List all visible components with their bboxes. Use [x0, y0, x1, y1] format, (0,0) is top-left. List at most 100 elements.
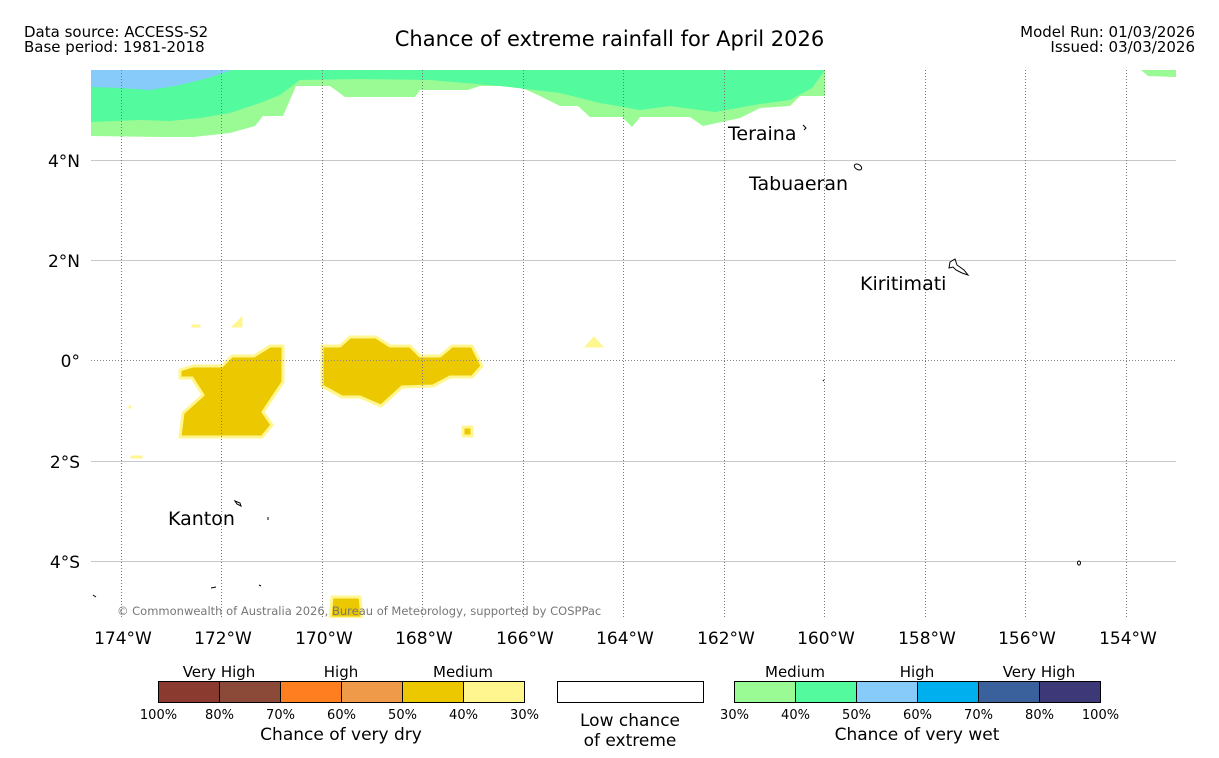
legend-wet-medium: Medium: [765, 663, 825, 681]
legend-low-chance-line1: Low chance: [580, 711, 680, 731]
lon-label-158w: 158°W: [898, 629, 956, 649]
base-period-text: Base period: 1981-2018: [24, 38, 205, 56]
place-label-kanton: Kanton: [168, 508, 235, 530]
longitude-labels: 174°W 172°W 170°W 168°W 166°W 164°W 162°…: [94, 629, 1157, 649]
legend-wet-swatch-0: [734, 681, 796, 703]
lon-label-166w: 166°W: [496, 629, 554, 649]
legend-dry-swatch-0: [158, 681, 220, 703]
dry-low-medium-specks: [128, 315, 605, 459]
wet-medium-40-50-region: [91, 70, 825, 122]
legend-wet: Medium High Very High 30% 40% 50% 60% 70% 80%…: [720, 663, 1119, 745]
lon-label-154w: 154°W: [1099, 629, 1157, 649]
tabuaeran-island-shape: [853, 163, 863, 171]
legend-low-chance-line2: of extreme: [584, 731, 677, 751]
legend-wet-tick-6: 100%: [1082, 708, 1119, 723]
legend-dry-group-labels: Very High High Medium: [183, 663, 493, 681]
dry-region-central: [320, 335, 484, 408]
kanton-island-shape: [233, 499, 242, 507]
dry-speck-3: [191, 324, 201, 328]
legend-dry-swatch-2: [280, 681, 342, 703]
legend-dry-high: High: [324, 663, 358, 681]
islet-2: [210, 586, 217, 589]
legend-wet-swatch-1: [795, 681, 857, 703]
dry-speck-4: [130, 455, 143, 459]
legend-wet-swatch-5: [1039, 681, 1101, 703]
dry-speck-2: [230, 315, 243, 328]
legend-wet-swatch-3: [917, 681, 979, 703]
lon-label-162w: 162°W: [697, 629, 755, 649]
legend-dry-ticks: 100% 80% 70% 60% 50% 40% 30%: [140, 708, 539, 723]
issued-text: Issued: 03/03/2026: [1050, 38, 1195, 56]
islet-6: [1077, 560, 1081, 566]
lat-label-2n: 2°N: [48, 252, 80, 272]
legend-dry-medium: Medium: [433, 663, 493, 681]
legend-dry: Very High High Medium 100% 80% 70% 60% 50% 40…: [140, 663, 539, 745]
header-right: Model Run: 01/03/2026 Issued: 03/03/2026: [1020, 25, 1195, 55]
legend-dry-tick-0: 100%: [140, 708, 177, 723]
legend-dry-very-high: Very High: [183, 663, 256, 681]
legend-wet-caption: Chance of very wet: [835, 725, 1000, 745]
lon-label-160w: 160°W: [797, 629, 855, 649]
legend-wet-swatches: [734, 681, 1101, 703]
legend-wet-very-high: Very High: [1003, 663, 1076, 681]
copyright-text: © Commonwealth of Australia 2026, Bureau…: [117, 604, 601, 618]
legend-dry-tick-3: 60%: [327, 708, 356, 723]
legend-dry-tick-6: 30%: [510, 708, 539, 723]
lon-label-164w: 164°W: [596, 629, 654, 649]
island-outlines: [92, 124, 1081, 598]
dry-region-west: [178, 344, 285, 439]
legend-dry-tick-5: 40%: [449, 708, 478, 723]
wet-high-50-60-region: [91, 70, 232, 90]
place-label-kiritimati: Kiritimati: [860, 273, 946, 295]
legend-wet-tick-2: 50%: [842, 708, 871, 723]
dry-region-south: [328, 595, 364, 618]
lat-label-4s: 4°S: [50, 553, 80, 573]
legend-wet-group-labels: Medium High Very High: [765, 663, 1075, 681]
legend-wet-tick-5: 80%: [1025, 708, 1054, 723]
islet-5: [822, 379, 825, 382]
lon-label-170w: 170°W: [295, 629, 353, 649]
legend-wet-swatch-4: [978, 681, 1040, 703]
lat-label-0: 0°: [61, 352, 80, 372]
model-run-text: Model Run: 01/03/2026: [1020, 23, 1195, 41]
legend-dry-swatch-1: [219, 681, 281, 703]
lat-label-2s: 2°S: [50, 453, 80, 473]
legend-dry-swatch-3: [341, 681, 403, 703]
legend-dry-caption: Chance of very dry: [260, 725, 422, 745]
legend-dry-swatch-4: [402, 681, 464, 703]
header-left: Data source: ACCESS-S2 Base period: 1981…: [24, 25, 208, 55]
lon-label-174w: 174°W: [94, 629, 152, 649]
islet-3: [258, 584, 262, 587]
teraina-island-shape: [802, 124, 807, 131]
dry-speck-5: [128, 405, 132, 409]
wet-medium-right-region: [1141, 70, 1176, 77]
lat-label-4n: 4°N: [48, 152, 80, 172]
legend-dry-tick-4: 50%: [388, 708, 417, 723]
data-source-text: Data source: ACCESS-S2: [24, 23, 209, 41]
dry-speck-1: [583, 336, 605, 348]
legend-wet-tick-1: 40%: [781, 708, 810, 723]
place-label-tabuaeran: Tabuaeran: [748, 173, 848, 195]
legend-dry-tick-2: 70%: [266, 708, 295, 723]
map-plot-area: [91, 70, 1176, 618]
legend-low-chance: Low chance of extreme: [557, 681, 704, 751]
place-label-teraina: Teraina: [727, 123, 797, 145]
map-title: Chance of extreme rainfall for April 202…: [394, 27, 825, 51]
lon-label-172w: 172°W: [194, 629, 252, 649]
legend-wet-tick-4: 70%: [964, 708, 993, 723]
legend-wet-swatch-2: [856, 681, 918, 703]
legend-wet-tick-0: 30%: [720, 708, 749, 723]
islet-4: [92, 594, 97, 598]
longitude-gridlines: [121, 70, 1127, 618]
lon-label-156w: 156°W: [998, 629, 1056, 649]
legend-wet-high: High: [900, 663, 934, 681]
legend-dry-swatch-5: [463, 681, 525, 703]
dry-medium-region: [178, 335, 484, 618]
dry-region-small-square: [461, 425, 474, 438]
legend-low-chance-swatch: [557, 681, 704, 703]
legend-dry-tick-1: 80%: [205, 708, 234, 723]
lon-label-168w: 168°W: [395, 629, 453, 649]
latitude-labels: 4°N 2°N 0° 2°S 4°S: [48, 152, 80, 573]
legend-dry-swatches: [158, 681, 525, 703]
legend-wet-ticks: 30% 40% 50% 60% 70% 80% 100%: [720, 708, 1119, 723]
